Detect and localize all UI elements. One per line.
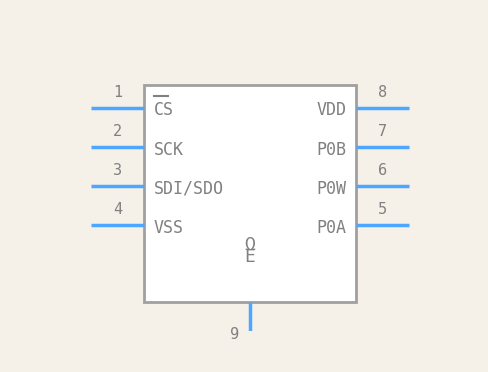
- Text: VDD: VDD: [317, 102, 346, 119]
- Text: P0B: P0B: [317, 141, 346, 158]
- Text: VSS: VSS: [154, 219, 183, 237]
- Text: 2: 2: [113, 124, 122, 139]
- Text: SDI/SDO: SDI/SDO: [154, 180, 224, 198]
- Text: CS: CS: [154, 102, 174, 119]
- Bar: [144, 85, 356, 302]
- Text: 3: 3: [113, 163, 122, 178]
- Text: E: E: [244, 248, 256, 266]
- Text: 9: 9: [230, 327, 239, 341]
- Text: 4: 4: [113, 202, 122, 217]
- Text: 6: 6: [378, 163, 387, 178]
- Text: 5: 5: [378, 202, 387, 217]
- Text: P0A: P0A: [317, 219, 346, 237]
- Text: 8: 8: [378, 84, 387, 100]
- Text: 7: 7: [378, 124, 387, 139]
- Text: Ω: Ω: [244, 236, 256, 254]
- Text: P0W: P0W: [317, 180, 346, 198]
- Text: SCK: SCK: [154, 141, 183, 158]
- Text: 1: 1: [113, 84, 122, 100]
